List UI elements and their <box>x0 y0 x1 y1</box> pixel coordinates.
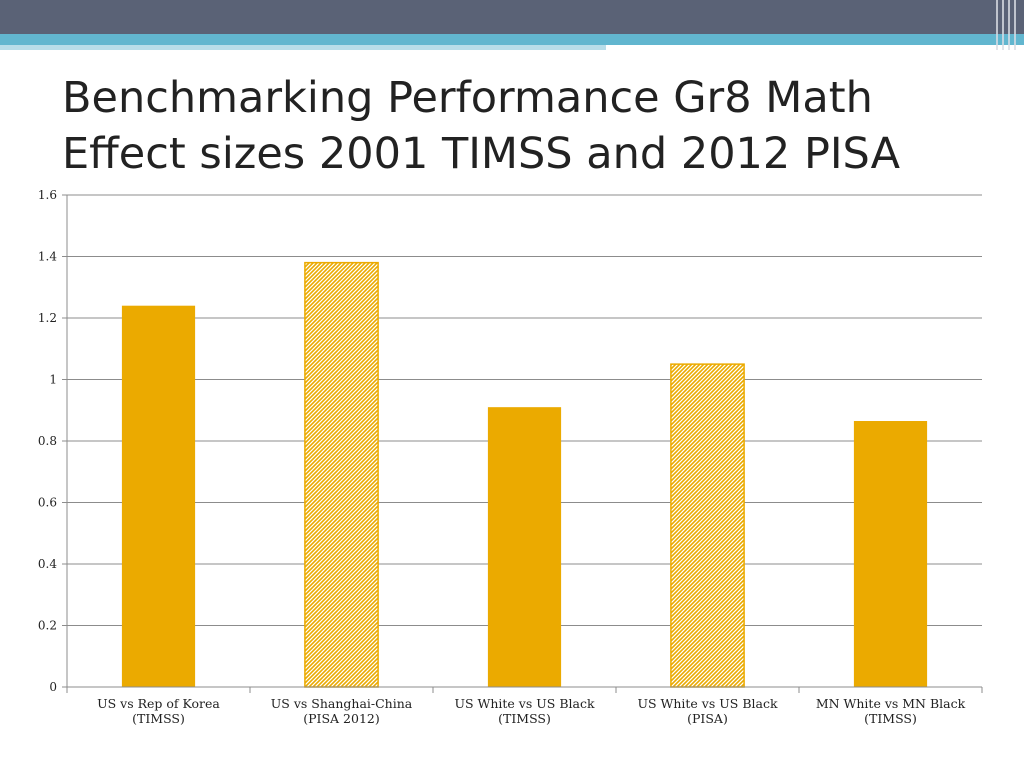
y-tick-label: 1.4 <box>38 250 57 264</box>
slide-title-line-1: Benchmarking Performance Gr8 Math <box>62 73 873 123</box>
bar-5 <box>853 421 928 687</box>
y-tick-label: 0.8 <box>38 434 57 448</box>
header-corner-lines <box>990 0 1024 50</box>
x-category-label: US White vs US Black (TIMSS) <box>454 696 595 726</box>
slide-title-line-2: Effect sizes 2001 TIMSS and 2012 PISA <box>62 129 901 179</box>
y-tick-label: 0.6 <box>38 496 57 510</box>
header-band <box>0 0 1024 34</box>
x-category-label: US vs Shanghai-China (PISA 2012) <box>270 696 413 726</box>
y-tick-label: 0.4 <box>38 557 57 571</box>
y-tick-label: 1.2 <box>38 311 57 325</box>
y-tick-label: 0 <box>49 680 57 694</box>
bar-3 <box>487 407 562 687</box>
x-category-label: MN White vs MN Black (TIMSS) <box>815 696 966 726</box>
header-light-stripe <box>0 45 606 50</box>
bar-1 <box>121 305 196 687</box>
y-tick-label: 1.6 <box>38 188 57 202</box>
header-accent-stripe <box>0 34 1024 45</box>
bar-2 <box>304 261 379 688</box>
y-tick-label: 1 <box>49 373 57 387</box>
bar-4 <box>670 363 745 688</box>
x-category-label: US vs Rep of Korea (TIMSS) <box>97 696 220 726</box>
y-tick-label: 0.2 <box>38 619 57 633</box>
slide-title: Benchmarking Performance Gr8 Math Effect… <box>62 70 1002 182</box>
x-category-label: US White vs US Black (PISA) <box>637 696 778 726</box>
